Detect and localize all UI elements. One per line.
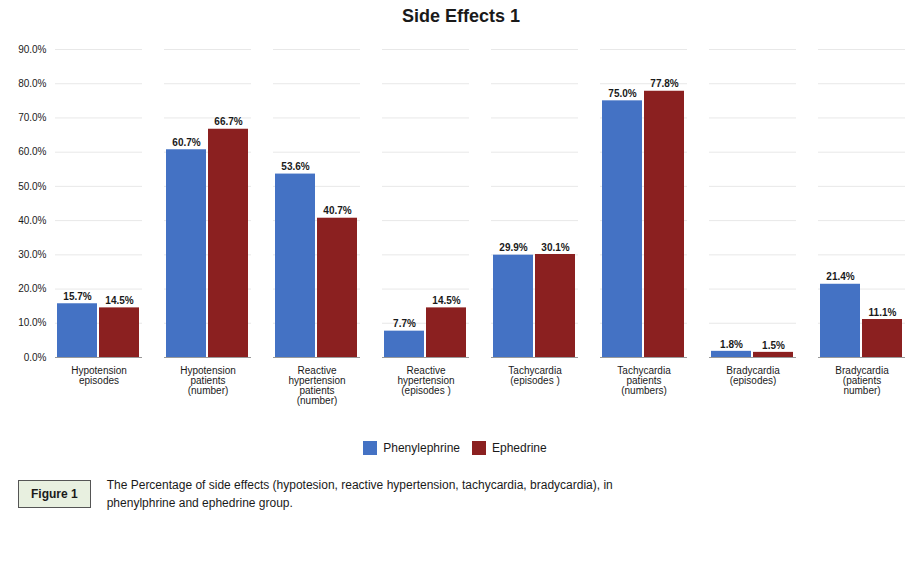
svg-text:Reactivehypertension(episodes: Reactivehypertension(episodes ) bbox=[397, 365, 454, 396]
svg-text:90.0%: 90.0% bbox=[18, 44, 46, 55]
html-text:Side Effects 1: Side Effects 1 bbox=[402, 6, 520, 26]
svg-text:Hypotensionpatients(number): Hypotensionpatients(number) bbox=[180, 365, 236, 396]
svg-text:40.0%: 40.0% bbox=[18, 215, 46, 226]
svg-text:10.0%: 10.0% bbox=[18, 317, 46, 328]
svg-text:75.0%: 75.0% bbox=[608, 88, 636, 99]
svg-text:40.7%: 40.7% bbox=[323, 205, 351, 216]
html-text:Figure 1: Figure 1 bbox=[31, 487, 78, 501]
html-text:The Percentage of side effects: The Percentage of side effects (hypotesi… bbox=[106, 478, 613, 510]
svg-text:15.7%: 15.7% bbox=[63, 291, 91, 302]
svg-text:30.0%: 30.0% bbox=[18, 249, 46, 260]
svg-text:80.0%: 80.0% bbox=[18, 78, 46, 89]
svg-text:Hypotensionepisodes: Hypotensionepisodes bbox=[71, 365, 127, 386]
svg-text:1.5%: 1.5% bbox=[762, 340, 785, 351]
svg-text:1.8%: 1.8% bbox=[720, 339, 743, 350]
svg-text:60.0%: 60.0% bbox=[18, 146, 46, 157]
svg-text:70.0%: 70.0% bbox=[18, 112, 46, 123]
svg-text:29.9%: 29.9% bbox=[499, 242, 527, 253]
svg-text:20.0%: 20.0% bbox=[18, 283, 46, 294]
svg-text:7.7%: 7.7% bbox=[393, 318, 416, 329]
html-text:Phenylephrine: Phenylephrine bbox=[383, 440, 460, 455]
svg-text:Bradycardia(patientsnumber): Bradycardia(patientsnumber) bbox=[835, 365, 889, 396]
svg-text:Bradycardia(episodes): Bradycardia(episodes) bbox=[726, 365, 780, 386]
svg-text:77.8%: 77.8% bbox=[650, 78, 678, 89]
svg-text:66.7%: 66.7% bbox=[214, 116, 242, 127]
svg-text:0.0%: 0.0% bbox=[24, 352, 47, 363]
svg-text:Tachycardiapatients(numbers): Tachycardiapatients(numbers) bbox=[617, 365, 671, 396]
svg-text:53.6%: 53.6% bbox=[281, 161, 309, 172]
svg-text:14.5%: 14.5% bbox=[105, 295, 133, 306]
svg-text:30.1%: 30.1% bbox=[541, 242, 569, 253]
svg-text:14.5%: 14.5% bbox=[432, 295, 460, 306]
svg-text:11.1%: 11.1% bbox=[869, 307, 897, 318]
svg-text:Tachycardia(episodes ): Tachycardia(episodes ) bbox=[508, 365, 562, 386]
svg-text:Reactivehypertensionpatients(n: Reactivehypertensionpatients(number) bbox=[288, 365, 345, 406]
svg-text:21.4%: 21.4% bbox=[826, 271, 854, 282]
svg-text:60.7%: 60.7% bbox=[172, 137, 200, 148]
svg-text:50.0%: 50.0% bbox=[18, 181, 46, 192]
html-text:Ephedrine: Ephedrine bbox=[492, 440, 547, 455]
